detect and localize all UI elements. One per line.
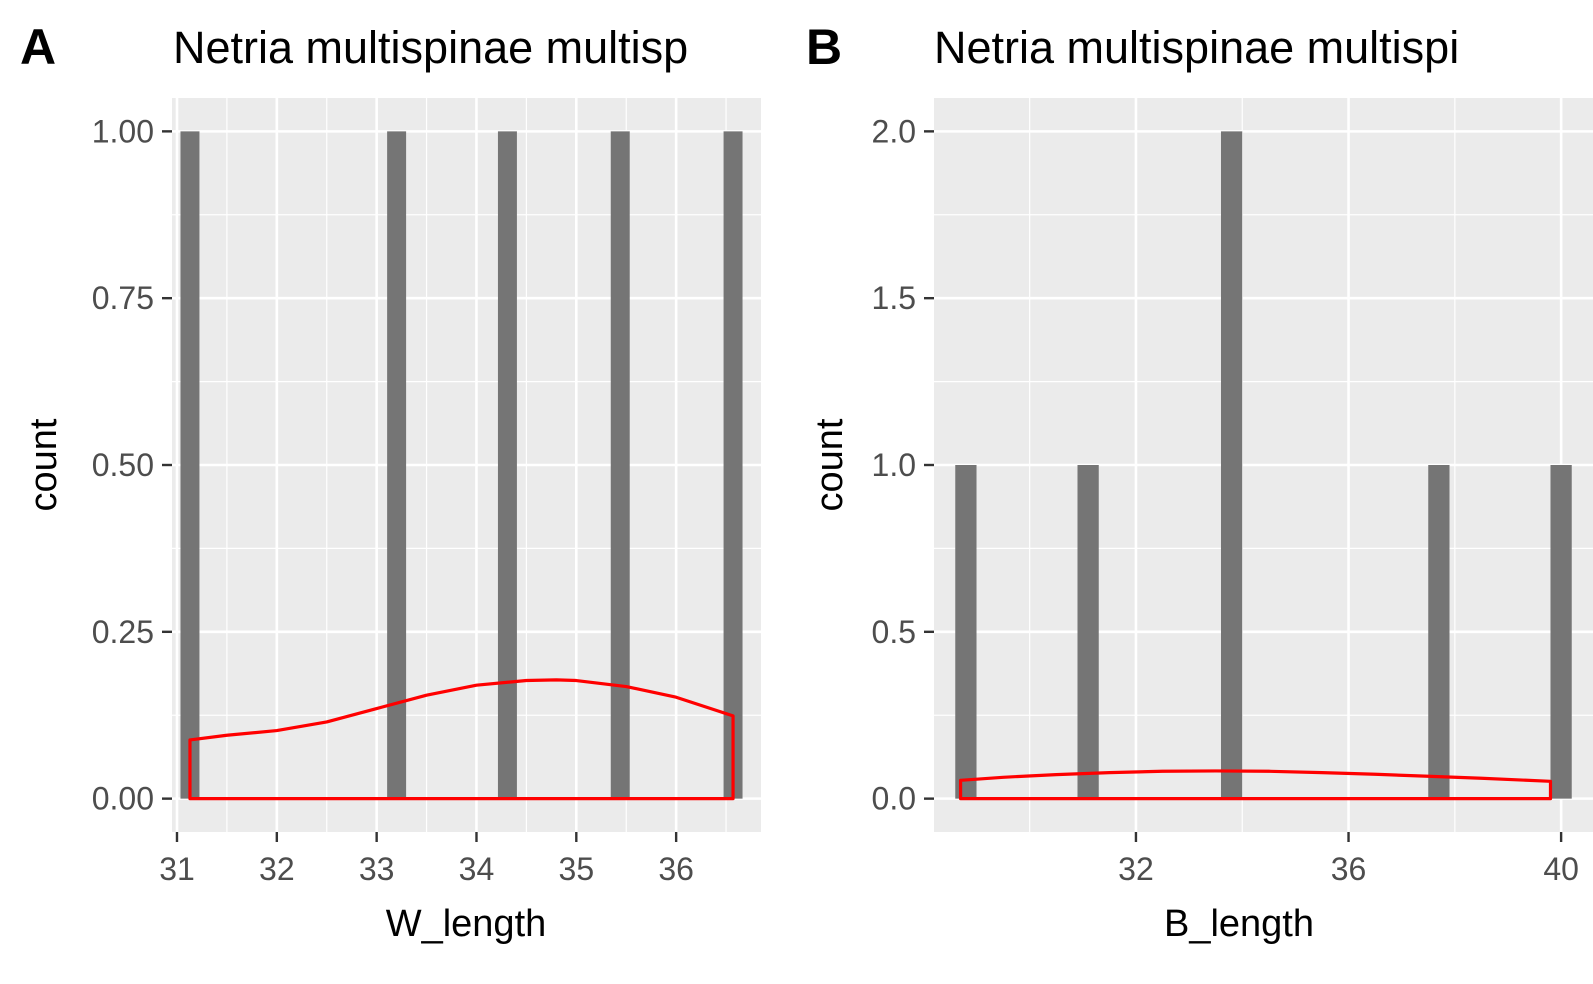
y-tick-label: 1.0 <box>872 447 916 483</box>
panel-a-title: Netria multispinae multisp <box>173 22 688 73</box>
panel-a-density <box>188 678 735 801</box>
panel-b-grid <box>934 98 1593 832</box>
panel-a-x-axis: 31 32 33 34 35 36 <box>159 832 694 887</box>
panel-b-x-axis: 32 36 40 <box>1118 832 1579 887</box>
histogram-bar <box>610 131 630 799</box>
y-tick-label: 1.00 <box>92 113 154 149</box>
histogram-bar <box>180 131 200 799</box>
y-tick-label: 0.50 <box>92 447 154 483</box>
y-tick-label: 0.5 <box>872 614 916 650</box>
x-tick-label: 34 <box>459 851 495 887</box>
y-tick-label: 0.25 <box>92 614 154 650</box>
y-tick-label: 0.0 <box>872 781 916 817</box>
histogram-bar <box>1428 465 1450 799</box>
x-tick-label: 40 <box>1543 851 1579 887</box>
panel-b-y-axis-title: count <box>809 418 851 511</box>
panel-a-tag: A <box>20 19 56 75</box>
histogram-bar <box>1077 465 1099 799</box>
panel-b-x-axis-title: B_length <box>1164 903 1314 945</box>
panel-a-x-axis-title: W_length <box>386 903 547 945</box>
panel-a-grid <box>172 98 761 832</box>
panel-a: A Netria multispinae multisp 0.00 0.25 0.5… <box>20 19 761 945</box>
panel-b-y-axis: 0.0 0.5 1.0 1.5 2.0 <box>872 113 934 817</box>
x-tick-label: 36 <box>658 851 694 887</box>
panel-b: B Netria multispinae multispi 0.0 0.5 1.0 1… <box>806 19 1593 945</box>
x-tick-label: 32 <box>259 851 295 887</box>
density-curve <box>958 769 1553 801</box>
y-tick-label: 0.00 <box>92 781 154 817</box>
x-tick-label: 35 <box>559 851 595 887</box>
x-tick-label: 36 <box>1331 851 1367 887</box>
x-tick-label: 31 <box>159 851 195 887</box>
y-tick-label: 2.0 <box>872 113 916 149</box>
histogram-bar <box>497 131 517 799</box>
panel-b-title: Netria multispinae multispi <box>934 22 1459 73</box>
panel-a-y-axis: 0.00 0.25 0.50 0.75 1.00 <box>92 113 172 817</box>
histogram-bar <box>387 131 407 799</box>
panel-b-tag: B <box>806 19 842 75</box>
histogram-bar <box>955 465 977 799</box>
histogram-bar <box>1550 465 1572 799</box>
y-tick-label: 1.5 <box>872 280 916 316</box>
histogram-bar <box>723 131 743 799</box>
y-tick-label: 0.75 <box>92 280 154 316</box>
panel-a-bars <box>180 131 743 799</box>
histogram-bar <box>1220 131 1243 799</box>
x-tick-label: 33 <box>359 851 395 887</box>
x-tick-label: 32 <box>1118 851 1154 887</box>
panel-b-bars <box>955 131 1572 799</box>
panel-a-y-axis-title: count <box>23 418 65 511</box>
density-curve <box>188 678 735 801</box>
panel-b-density <box>958 769 1553 801</box>
